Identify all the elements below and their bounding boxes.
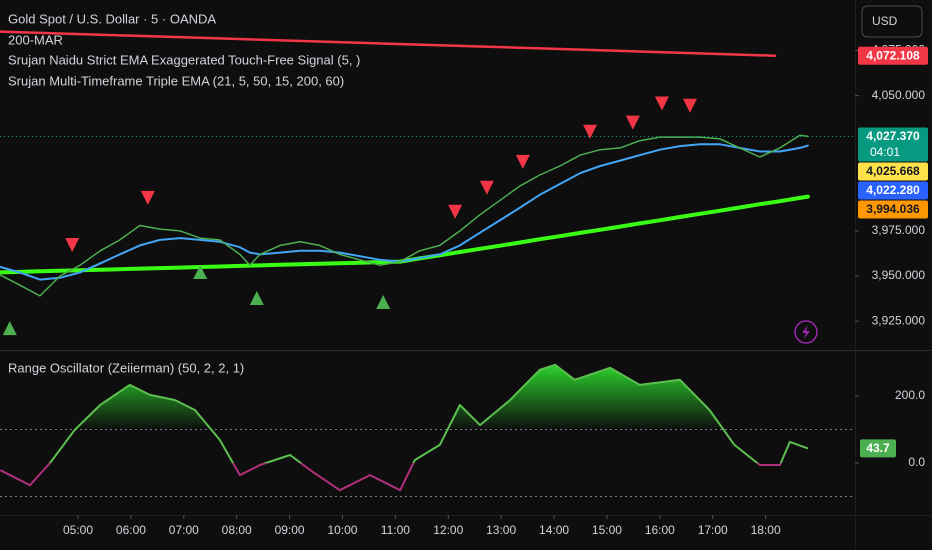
oscillator-fill [75, 364, 724, 430]
y-tick-label: 3,975.000 [872, 223, 926, 237]
signal-marker [682, 98, 697, 113]
axis-layer: 3,925.000 3,950.000 3,975.000 4,050.000 4,07… [63, 43, 928, 537]
price-label: 4,072.108 [866, 48, 920, 62]
currency-button[interactable] [861, 5, 923, 38]
x-tick-label: 15:00 [592, 523, 622, 537]
signal-marker [140, 190, 155, 205]
currency-label: USD [872, 14, 898, 28]
x-tick-label: 12:00 [433, 523, 463, 537]
signal-marker [376, 295, 391, 310]
oscillator-line [0, 363, 809, 492]
price-label: 3,994.036 [866, 202, 920, 216]
series-line [0, 30, 777, 57]
x-tick-label: 14:00 [539, 523, 569, 537]
y-tick-label: 3,950.000 [872, 268, 926, 282]
alert-icon[interactable] [794, 320, 818, 344]
signal-marker [583, 124, 598, 139]
price-label-box [858, 127, 928, 162]
signal-marker [193, 265, 208, 280]
y-tick-label: 3,925.000 [872, 313, 926, 327]
price-label-box [858, 162, 928, 181]
alert-bolt [802, 325, 810, 339]
signal-marker [2, 321, 17, 336]
signal-marker [448, 204, 463, 219]
x-tick-label: 18:00 [751, 523, 781, 537]
price-label-box [858, 181, 928, 200]
value-label-box [860, 439, 896, 458]
x-tick-label: 11:00 [381, 523, 410, 537]
series-line [0, 134, 809, 297]
oscillator-title: Range Oscillator (Zeiierman) (50, 2, 2, … [8, 360, 244, 375]
x-tick-label: 08:00 [222, 523, 252, 537]
signal-marker [249, 291, 264, 306]
signal-marker [625, 115, 640, 130]
indicator-label: Srujan Naidu Strict EMA Exaggerated Touc… [8, 52, 360, 67]
value-label: 43.7 [866, 441, 890, 455]
x-tick-label: 16:00 [645, 523, 675, 537]
price-label-box [858, 200, 928, 219]
signal-marker [65, 238, 80, 252]
countdown: 04:01 [870, 145, 900, 159]
signal-marker [654, 96, 669, 111]
price-label: 4,025.668 [866, 164, 920, 178]
indicator-label: 200-MAR [8, 32, 63, 47]
price-label-box [858, 46, 928, 65]
x-tick-label: 06:00 [116, 523, 146, 537]
x-tick-label: 09:00 [275, 523, 305, 537]
x-tick-label: 05:00 [63, 523, 93, 537]
indicator-label: Srujan Multi-Timeframe Triple EMA (21, 5… [8, 73, 344, 88]
x-tick-label: 07:00 [169, 523, 199, 537]
x-tick-label: 17:00 [698, 523, 728, 537]
price-label: 4,027.370 [866, 129, 920, 143]
y-tick-label: 4,050.000 [872, 88, 926, 102]
marks [0, 30, 855, 498]
y-tick-label: 200.0 [895, 388, 925, 402]
price-label: 4,022.280 [866, 183, 920, 197]
x-tick-label: 13:00 [486, 523, 516, 537]
signal-marker [515, 154, 530, 169]
chart-title: Gold Spot / U.S. Dollar · 5 · OANDA [8, 11, 216, 26]
signal-marker [479, 180, 494, 195]
x-tick-label: 10:00 [327, 523, 357, 537]
y-tick-label: 0.0 [908, 455, 925, 469]
